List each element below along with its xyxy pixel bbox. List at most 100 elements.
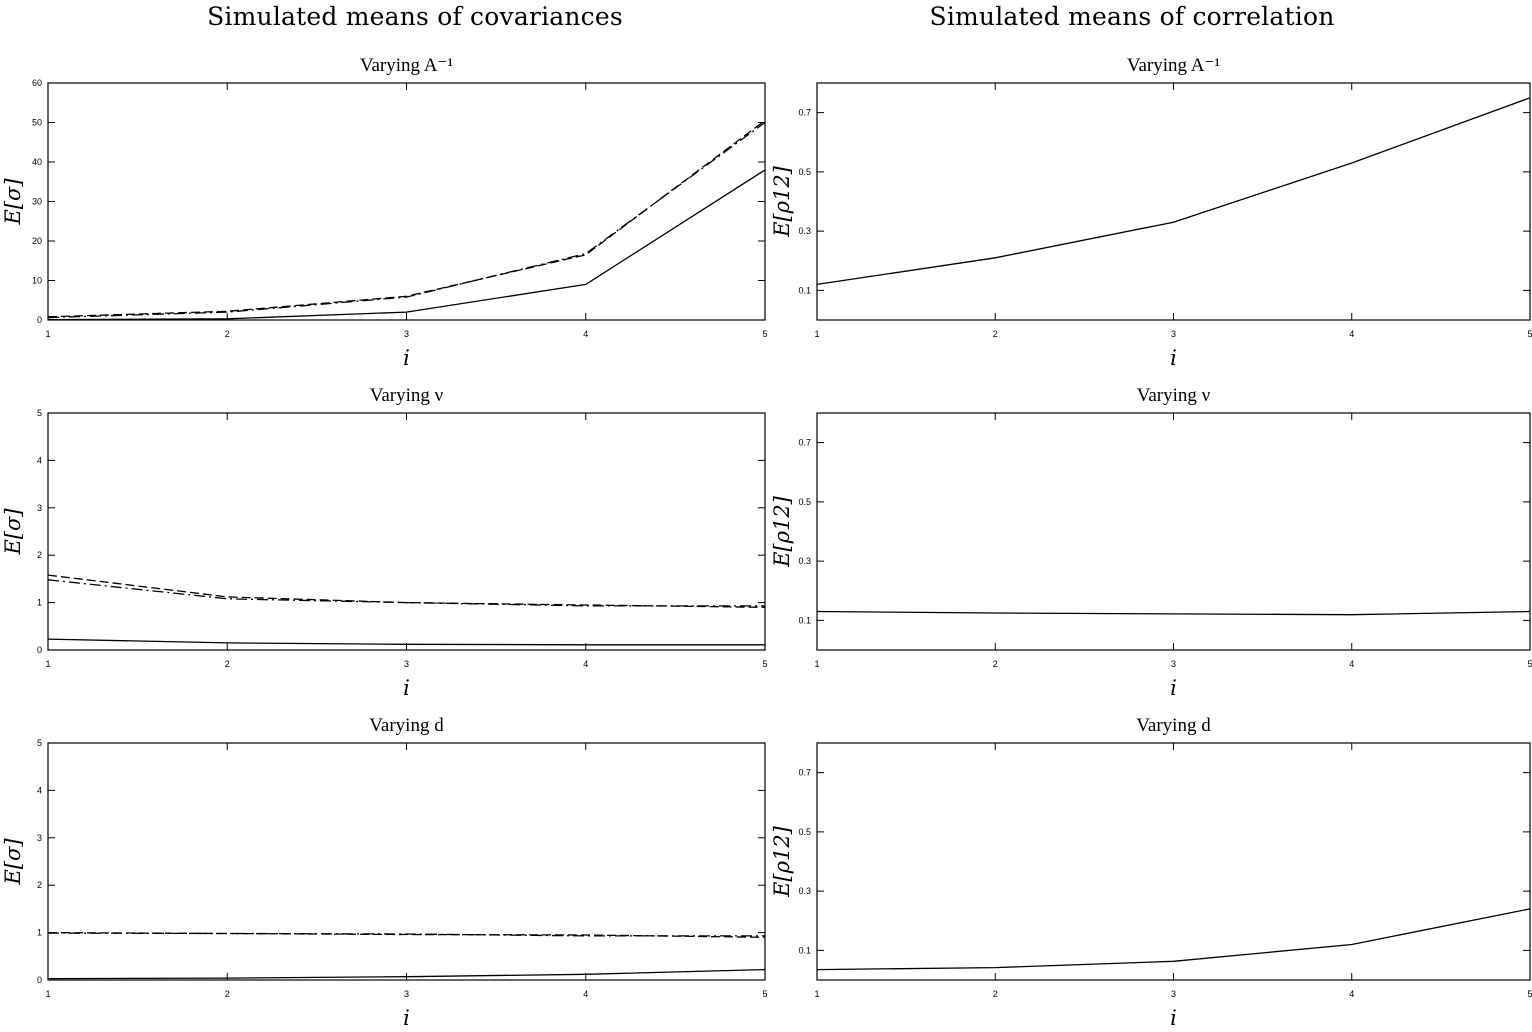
x-tick-label: 4 (583, 329, 588, 339)
x-axis-label: i (403, 676, 410, 700)
y-tick-label: 5 (37, 408, 42, 418)
panel-title: Varying A⁻¹ (1127, 55, 1221, 76)
column-title-covariances: Simulated means of covariances (207, 2, 623, 31)
series-line-dashdot (47, 121, 766, 319)
y-axis-label: E[ρ12] (770, 165, 794, 238)
y-tick-label: 1 (37, 928, 42, 938)
panel-title: Varying ν (1137, 385, 1211, 406)
y-tick-label: 0.7 (798, 108, 811, 118)
y-tick-label: 0 (37, 645, 42, 655)
series-line-dashdot (47, 579, 765, 607)
x-tick-label: 1 (45, 659, 50, 669)
y-tick-label: 0.3 (798, 556, 811, 566)
series-line-solid (47, 638, 765, 646)
y-tick-label: 0.3 (798, 226, 811, 236)
x-tick-label: 2 (225, 989, 230, 999)
y-tick-label: 10 (32, 276, 42, 286)
x-tick-label: 5 (1527, 989, 1532, 999)
y-tick-label: 3 (37, 833, 42, 843)
x-tick-label: 3 (1171, 659, 1176, 669)
y-tick-label: 0.1 (798, 615, 811, 625)
y-tick-label: 0.7 (798, 768, 811, 778)
y-tick-label: 40 (32, 157, 42, 167)
x-tick-label: 1 (45, 329, 50, 339)
y-tick-label: 0.3 (798, 886, 811, 896)
panel-title: Varying A⁻¹ (360, 55, 454, 76)
x-axis-label: i (1170, 1006, 1177, 1030)
y-axis-label: E[ρ12] (770, 495, 794, 568)
series-line-dashdot (47, 932, 765, 937)
x-axis-label: i (1170, 676, 1177, 700)
y-tick-label: 0.1 (798, 945, 811, 955)
x-tick-label: 2 (993, 659, 998, 669)
series-line-solid (816, 97, 1531, 286)
x-tick-label: 5 (762, 659, 767, 669)
plot-frame (47, 742, 766, 981)
y-tick-label: 3 (37, 503, 42, 513)
series-line-solid (47, 968, 766, 980)
x-tick-label: 1 (814, 329, 819, 339)
y-tick-label: 5 (37, 738, 42, 748)
x-axis-label: i (1170, 346, 1177, 370)
x-tick-label: 3 (404, 989, 409, 999)
x-tick-label: 4 (1349, 329, 1354, 339)
y-tick-label: 0.5 (798, 167, 811, 177)
x-tick-label: 1 (814, 659, 819, 669)
x-tick-label: 3 (1171, 329, 1176, 339)
plot-frame (816, 82, 1531, 321)
x-tick-label: 3 (404, 329, 409, 339)
y-tick-label: 4 (37, 455, 42, 465)
chart-panel-6: Varying d 1 2 3 4 5 0.1 0.3 0.5 0.7 i E[ρ12] (770, 715, 1532, 1030)
y-axis-label: E[σ] (1, 838, 25, 886)
y-tick-label: 0.5 (798, 497, 811, 507)
y-axis-label: E[σ] (1, 508, 25, 556)
x-tick-label: 2 (993, 989, 998, 999)
chart-panel-2: Varying A⁻¹ 1 2 3 4 5 0.1 0.3 0.5 0.7 i E[ρ12] (770, 55, 1532, 370)
y-tick-label: 60 (32, 78, 42, 88)
x-tick-label: 3 (404, 659, 409, 669)
x-tick-label: 1 (814, 989, 819, 999)
x-tick-label: 2 (225, 329, 230, 339)
x-tick-label: 4 (583, 659, 588, 669)
x-tick-label: 4 (1349, 659, 1354, 669)
y-tick-label: 0.7 (798, 438, 811, 448)
y-tick-label: 4 (37, 785, 42, 795)
y-tick-label: 0.5 (798, 827, 811, 837)
y-axis-label: E[σ] (1, 178, 25, 226)
series-line-solid (47, 169, 766, 321)
x-tick-label: 5 (762, 989, 767, 999)
x-tick-label: 5 (1527, 659, 1532, 669)
series-line-solid (816, 908, 1531, 971)
series-line-dashed (47, 119, 766, 318)
y-axis-label: E[ρ12] (770, 825, 794, 898)
y-tick-label: 0 (37, 975, 42, 985)
y-tick-label: 50 (32, 118, 42, 128)
x-tick-label: 1 (45, 989, 50, 999)
x-tick-label: 2 (225, 659, 230, 669)
series-line-solid (816, 610, 1531, 616)
y-tick-label: 0.1 (798, 285, 811, 295)
x-axis-label: i (403, 346, 410, 370)
chart-panel-4: Varying ν 1 2 3 4 5 0.1 0.3 0.5 0.7 i E[ρ12] (770, 385, 1532, 700)
column-title-correlation: Simulated means of correlation (929, 2, 1335, 31)
plot-frame (816, 742, 1531, 981)
x-tick-label: 5 (762, 329, 767, 339)
y-tick-label: 30 (32, 197, 42, 207)
x-tick-label: 2 (993, 329, 998, 339)
x-tick-label: 5 (1527, 329, 1532, 339)
plot-frame (47, 412, 766, 651)
y-tick-label: 2 (37, 550, 42, 560)
x-tick-label: 3 (1171, 989, 1176, 999)
x-axis-label: i (403, 1006, 410, 1030)
y-tick-label: 1 (37, 598, 42, 608)
y-tick-label: 20 (32, 236, 42, 246)
panel-title: Varying ν (370, 385, 444, 406)
y-tick-label: 2 (37, 880, 42, 890)
x-tick-label: 4 (1349, 989, 1354, 999)
panel-title: Varying d (369, 715, 444, 736)
y-tick-label: 0 (37, 315, 42, 325)
